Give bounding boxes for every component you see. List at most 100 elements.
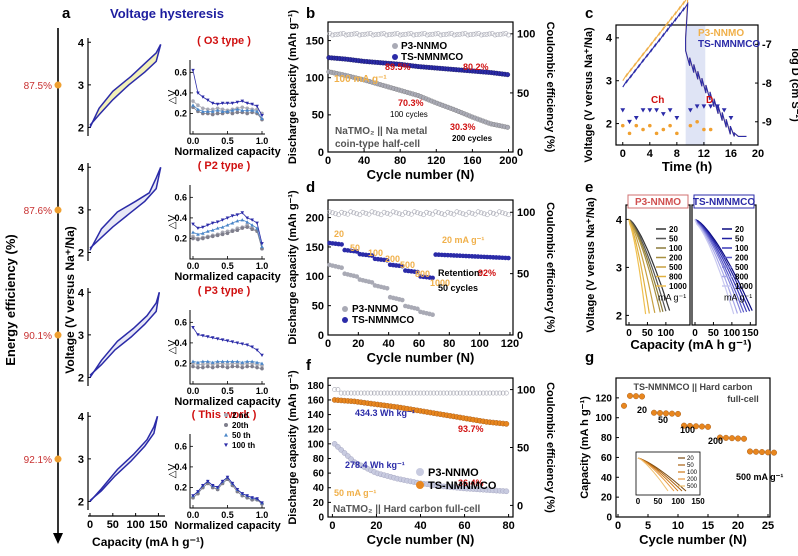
inset-point [205, 98, 210, 102]
f-ce-point [414, 390, 420, 396]
inset-point [196, 103, 200, 108]
f-ce-point [338, 390, 344, 396]
b-ce-point [470, 31, 476, 37]
d-ce-point [469, 210, 475, 216]
c-ytick-label: 4 [606, 33, 613, 45]
e-legend-label: 1000 [735, 282, 753, 291]
e-ytick-label: 2 [616, 310, 622, 322]
discharge-curve [89, 292, 161, 376]
f-ce-point [358, 390, 364, 396]
inset-point [205, 109, 210, 113]
e-legend-unit: mA g⁻¹ [658, 293, 686, 303]
d-ce-point [460, 211, 466, 217]
b-rate-annotation: 100 mA g⁻¹ [334, 74, 387, 85]
efficiency-label: 92.1% [24, 455, 52, 466]
inset-xlabel: Normalized capacity [174, 146, 281, 158]
d-retention-value: 92% [478, 268, 496, 278]
d-ce-point [339, 209, 345, 215]
inset-point [210, 483, 215, 488]
f-ylabel: Discharge capacity (mAh g⁻¹) [287, 370, 299, 525]
b-ce-point [378, 31, 384, 37]
d-ce-point [466, 209, 472, 215]
c-diffusion-point-ts [715, 104, 720, 109]
e-discharge-curve [694, 218, 748, 313]
e-legend-label: 800 [735, 273, 749, 282]
hysteresis-fill [90, 167, 161, 251]
c-xtick-label: 4 [647, 148, 654, 160]
d-ce-point [448, 210, 454, 216]
inset-xtick-label: 0.5 [221, 261, 234, 271]
d-rate-label: 1000 [430, 278, 450, 288]
c-xtick-label: 20 [752, 148, 764, 160]
f-ce-point [335, 387, 341, 392]
e-xtick-label: 50 [708, 328, 720, 339]
inset-point [235, 359, 240, 363]
f-ytick-label: 80 [313, 454, 325, 465]
b-ce-point [395, 31, 400, 36]
e-legend-label: 200 [669, 254, 683, 263]
g-ytick-label: 80 [601, 433, 613, 444]
c-shaded-region [685, 25, 706, 145]
d-p3-point [430, 312, 435, 317]
inset-legend-label: 2 nd [232, 411, 249, 420]
inset-axes [189, 185, 265, 260]
f-ce-point [368, 390, 374, 396]
b-cycles-200: 200 cycles [452, 134, 493, 143]
inset-point [240, 342, 245, 346]
c-diffusion-point-ts [654, 108, 659, 113]
d-ce-point [375, 211, 381, 217]
f-ce-point [500, 390, 506, 396]
d-ce-point [378, 212, 384, 218]
a-xtick-label: 50 [107, 519, 119, 531]
b-xtick-label: 40 [358, 155, 370, 167]
d-ce-point [427, 210, 432, 216]
inset-point [191, 326, 195, 330]
c-diffusion-point-p3 [620, 123, 625, 128]
b-y2label: Coulombic efficiency (%) [544, 22, 556, 153]
discharge-curve [89, 416, 159, 502]
inset-point [220, 107, 225, 112]
a-ytick-label: 3 [78, 454, 84, 466]
f-ce-point [487, 390, 493, 396]
inset-xtick-label: 1.0 [256, 510, 269, 520]
b-ce-point [354, 31, 360, 36]
g-ytick-label: 120 [595, 393, 612, 404]
inset-point [240, 365, 245, 370]
efficiency-label: 90.1% [24, 331, 52, 342]
inset-ylabel: △V [167, 214, 178, 229]
b-ce-point [497, 31, 503, 37]
c-diffusion-point-p3 [688, 123, 693, 128]
d-ce-point [493, 211, 499, 217]
c-diffusion-point-p3 [661, 127, 666, 132]
inset-point [240, 105, 245, 110]
inset-ytick-label: 0.2 [174, 108, 187, 118]
inset-point [205, 479, 210, 484]
inset-point [230, 108, 235, 112]
b-ce-point [422, 31, 427, 36]
g-xtick-label: 5 [645, 520, 651, 532]
inset-point [215, 359, 220, 363]
inset-point [245, 108, 250, 112]
inset-point [255, 360, 259, 364]
d-ce-point [439, 211, 445, 217]
d-ce-point [418, 211, 423, 217]
inset-point [235, 213, 240, 217]
f-ce-point [484, 390, 489, 396]
g-capacity-point [621, 402, 628, 409]
e-legend-label: 1000 [669, 282, 687, 291]
f-ce-point [355, 390, 361, 396]
a-ytick-label: 3 [78, 205, 84, 217]
d-y2label: Coulombic efficiency (%) [544, 202, 556, 333]
c-charge-label: Ch [651, 95, 664, 106]
f-y2label: Coulombic efficiency (%) [544, 382, 556, 513]
inset-point [255, 109, 259, 113]
inset-xtick-label: 0.0 [187, 261, 200, 271]
e-discharge-curve [628, 218, 667, 312]
d-ce-point [454, 209, 460, 215]
f-ce-point [408, 390, 413, 396]
f-retention-p3: 36.4% [458, 478, 484, 488]
b-ce-point [381, 31, 387, 36]
inset-legend-marker [224, 413, 228, 417]
f-legend-marker [416, 481, 424, 489]
